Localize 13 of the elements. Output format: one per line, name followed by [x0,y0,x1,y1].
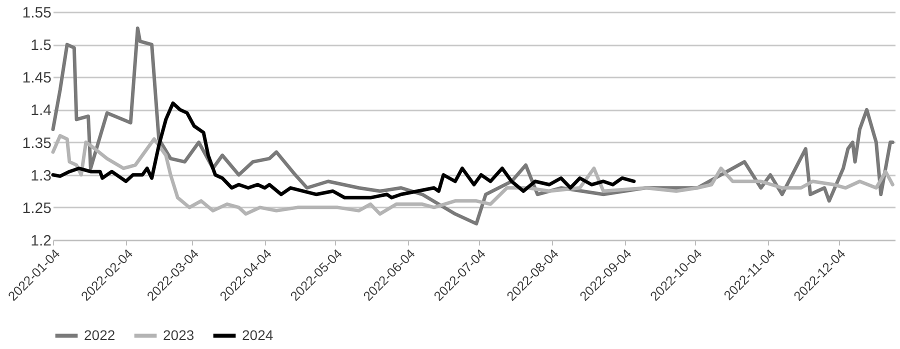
line-series [51,101,636,200]
legend-label: 2024 [242,326,274,343]
y-tick-label: 1.45 [22,70,52,87]
y-tick-label: 1.4 [30,102,52,120]
y-tick-label: 1.55 [22,4,52,22]
y-tick-label: 1.2 [30,232,52,250]
y-tick-label: 1.3 [30,167,52,184]
legend-label: 2022 [84,326,116,343]
legend-label: 2023 [163,326,194,343]
line-series [51,134,894,216]
y-tick-label: 1.35 [22,134,52,152]
y-tick-label: 1.25 [22,200,52,217]
y-tick-label: 1.5 [30,37,52,54]
